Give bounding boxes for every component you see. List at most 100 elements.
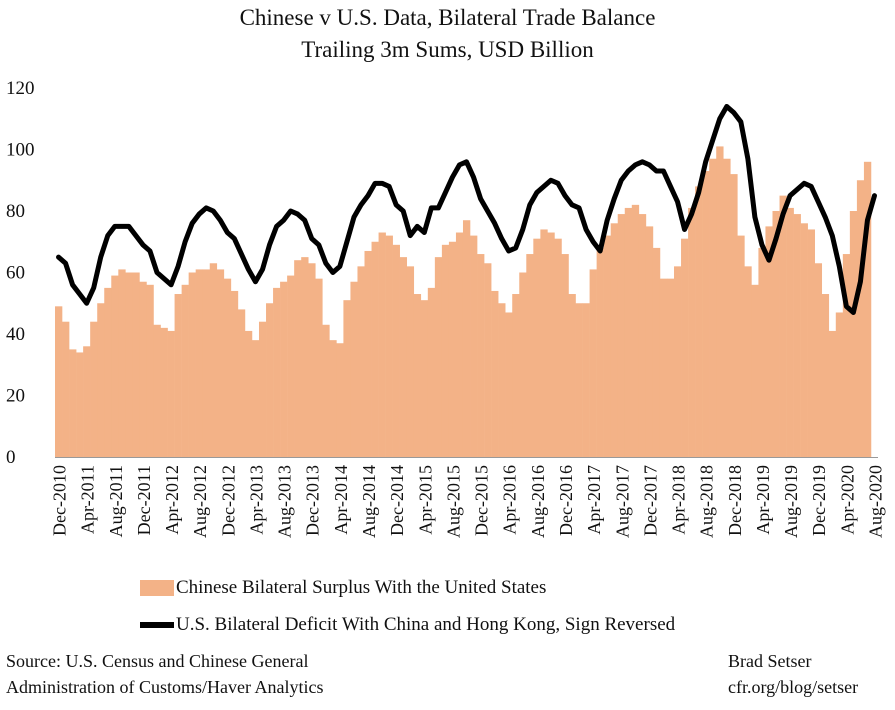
bar-surplus (814, 263, 823, 457)
bar-surplus (807, 229, 815, 457)
bar-surplus (709, 158, 717, 457)
bar-surplus (674, 266, 682, 457)
bar-surplus (681, 238, 689, 457)
bar-surplus (533, 238, 541, 457)
credit-url: cfr.org/blog/setser (728, 677, 859, 697)
x-tick-label: Aug-2013 (275, 465, 295, 538)
bar-surplus (491, 290, 499, 457)
bar-surplus (498, 303, 506, 457)
y-tick-label: 60 (6, 263, 25, 284)
bar-surplus (765, 226, 773, 458)
x-tick-label: Dec-2016 (556, 465, 576, 536)
legend-swatch-bar (140, 580, 174, 596)
y-tick-label: 0 (6, 447, 16, 468)
bar-surplus (153, 324, 161, 457)
x-tick-label: Dec-2011 (134, 465, 154, 535)
bar-surplus (842, 254, 851, 457)
bar-surplus (568, 294, 576, 457)
line-deficit (56, 103, 877, 315)
bar-surplus (420, 300, 429, 457)
bar-surplus (336, 343, 344, 457)
bar-surplus (828, 330, 837, 457)
bar-surplus (97, 303, 105, 457)
bar-surplus (624, 207, 633, 457)
x-tick-label: Dec-2013 (303, 465, 323, 536)
bar-surplus (603, 235, 611, 457)
bar-surplus (455, 232, 464, 457)
bar-surplus (329, 340, 337, 457)
bar-surplus (406, 266, 415, 457)
bar-surplus (350, 281, 358, 457)
bar-surplus (62, 321, 70, 457)
credit-name: Brad Setser (728, 651, 812, 671)
bar-surplus (195, 269, 204, 457)
source-note: Source: U.S. Census and Chinese General … (6, 648, 323, 700)
bar-surplus (209, 263, 218, 457)
bar-surplus (294, 260, 302, 457)
bar-surplus (132, 272, 140, 457)
y-tick-label: 40 (6, 324, 25, 345)
legend-swatch-line (140, 622, 174, 628)
x-tick-label: Aug-2016 (528, 465, 548, 538)
bar-surplus (139, 281, 147, 457)
bar-surplus (301, 257, 309, 458)
bar-surplus (160, 327, 168, 457)
bar-surplus (512, 294, 520, 457)
y-tick-label: 120 (6, 78, 35, 99)
bar-surplus (399, 257, 408, 458)
bar-surplus (582, 303, 590, 457)
bar-surplus (723, 158, 731, 457)
source-line-2: Administration of Customs/Haver Analytic… (6, 677, 324, 697)
bar-surplus (561, 254, 569, 457)
bar-surplus (364, 250, 372, 457)
bar-surplus (505, 312, 513, 457)
bar-surplus (540, 229, 548, 457)
bar-surplus (434, 257, 443, 458)
x-tick-label: Dec-2014 (387, 465, 407, 536)
author-credit: Brad Setser cfr.org/blog/setser (728, 648, 858, 700)
bar-surplus (266, 303, 274, 457)
bar-surplus (378, 232, 386, 457)
bar-surplus (188, 272, 196, 457)
bar-surplus (371, 241, 379, 457)
bar-surplus (758, 247, 766, 457)
legend-label-surplus: Chinese Bilateral Surplus With the Unite… (176, 577, 547, 598)
bar-surplus (202, 269, 211, 457)
bar-surplus (786, 207, 794, 457)
bar-surplus (589, 269, 597, 457)
bar-surplus (223, 278, 232, 457)
bar-surplus (462, 220, 471, 457)
bar-surplus (244, 330, 253, 457)
bar-surplus (526, 254, 534, 457)
bar-surplus (821, 294, 830, 457)
bar-surplus (83, 346, 91, 457)
bar-surplus (118, 269, 126, 457)
bar-surplus (659, 278, 668, 457)
x-tick-label: Aug-2012 (190, 465, 210, 538)
chart-plot: 0 20 40 60 80 100 120 Dec-2010 Apr-2011 Aug-2011 D… (6, 78, 885, 538)
bar-surplus (237, 309, 246, 457)
x-tick-label: Apr-2020 (837, 465, 857, 535)
x-tick-label: Aug-2017 (612, 465, 632, 538)
y-tick-label: 20 (6, 386, 25, 407)
bar-surplus (167, 330, 175, 457)
x-tick-label: Dec-2015 (472, 465, 492, 536)
x-tick-label: Apr-2019 (753, 465, 773, 535)
bar-surplus (547, 232, 555, 457)
y-tick-label: 80 (6, 201, 25, 222)
chart-subtitle: Trailing 3m Sums, USD Billion (301, 37, 594, 62)
bar-surplus (441, 244, 450, 457)
bar-surplus (146, 284, 154, 457)
x-tick-label: Apr-2011 (78, 465, 98, 534)
bar-surplus (343, 300, 351, 457)
bar-surplus (695, 186, 703, 457)
x-tick-label: Aug-2020 (865, 465, 885, 538)
bar-surplus (477, 254, 485, 457)
bar-surplus (666, 278, 675, 457)
bar-surplus (575, 303, 583, 457)
y-tick-label: 100 (6, 140, 35, 161)
x-tick-label: Dec-2010 (50, 465, 70, 536)
bar-surplus (174, 294, 182, 457)
bar-surplus (856, 180, 865, 457)
x-tick-label: Aug-2015 (443, 465, 463, 538)
